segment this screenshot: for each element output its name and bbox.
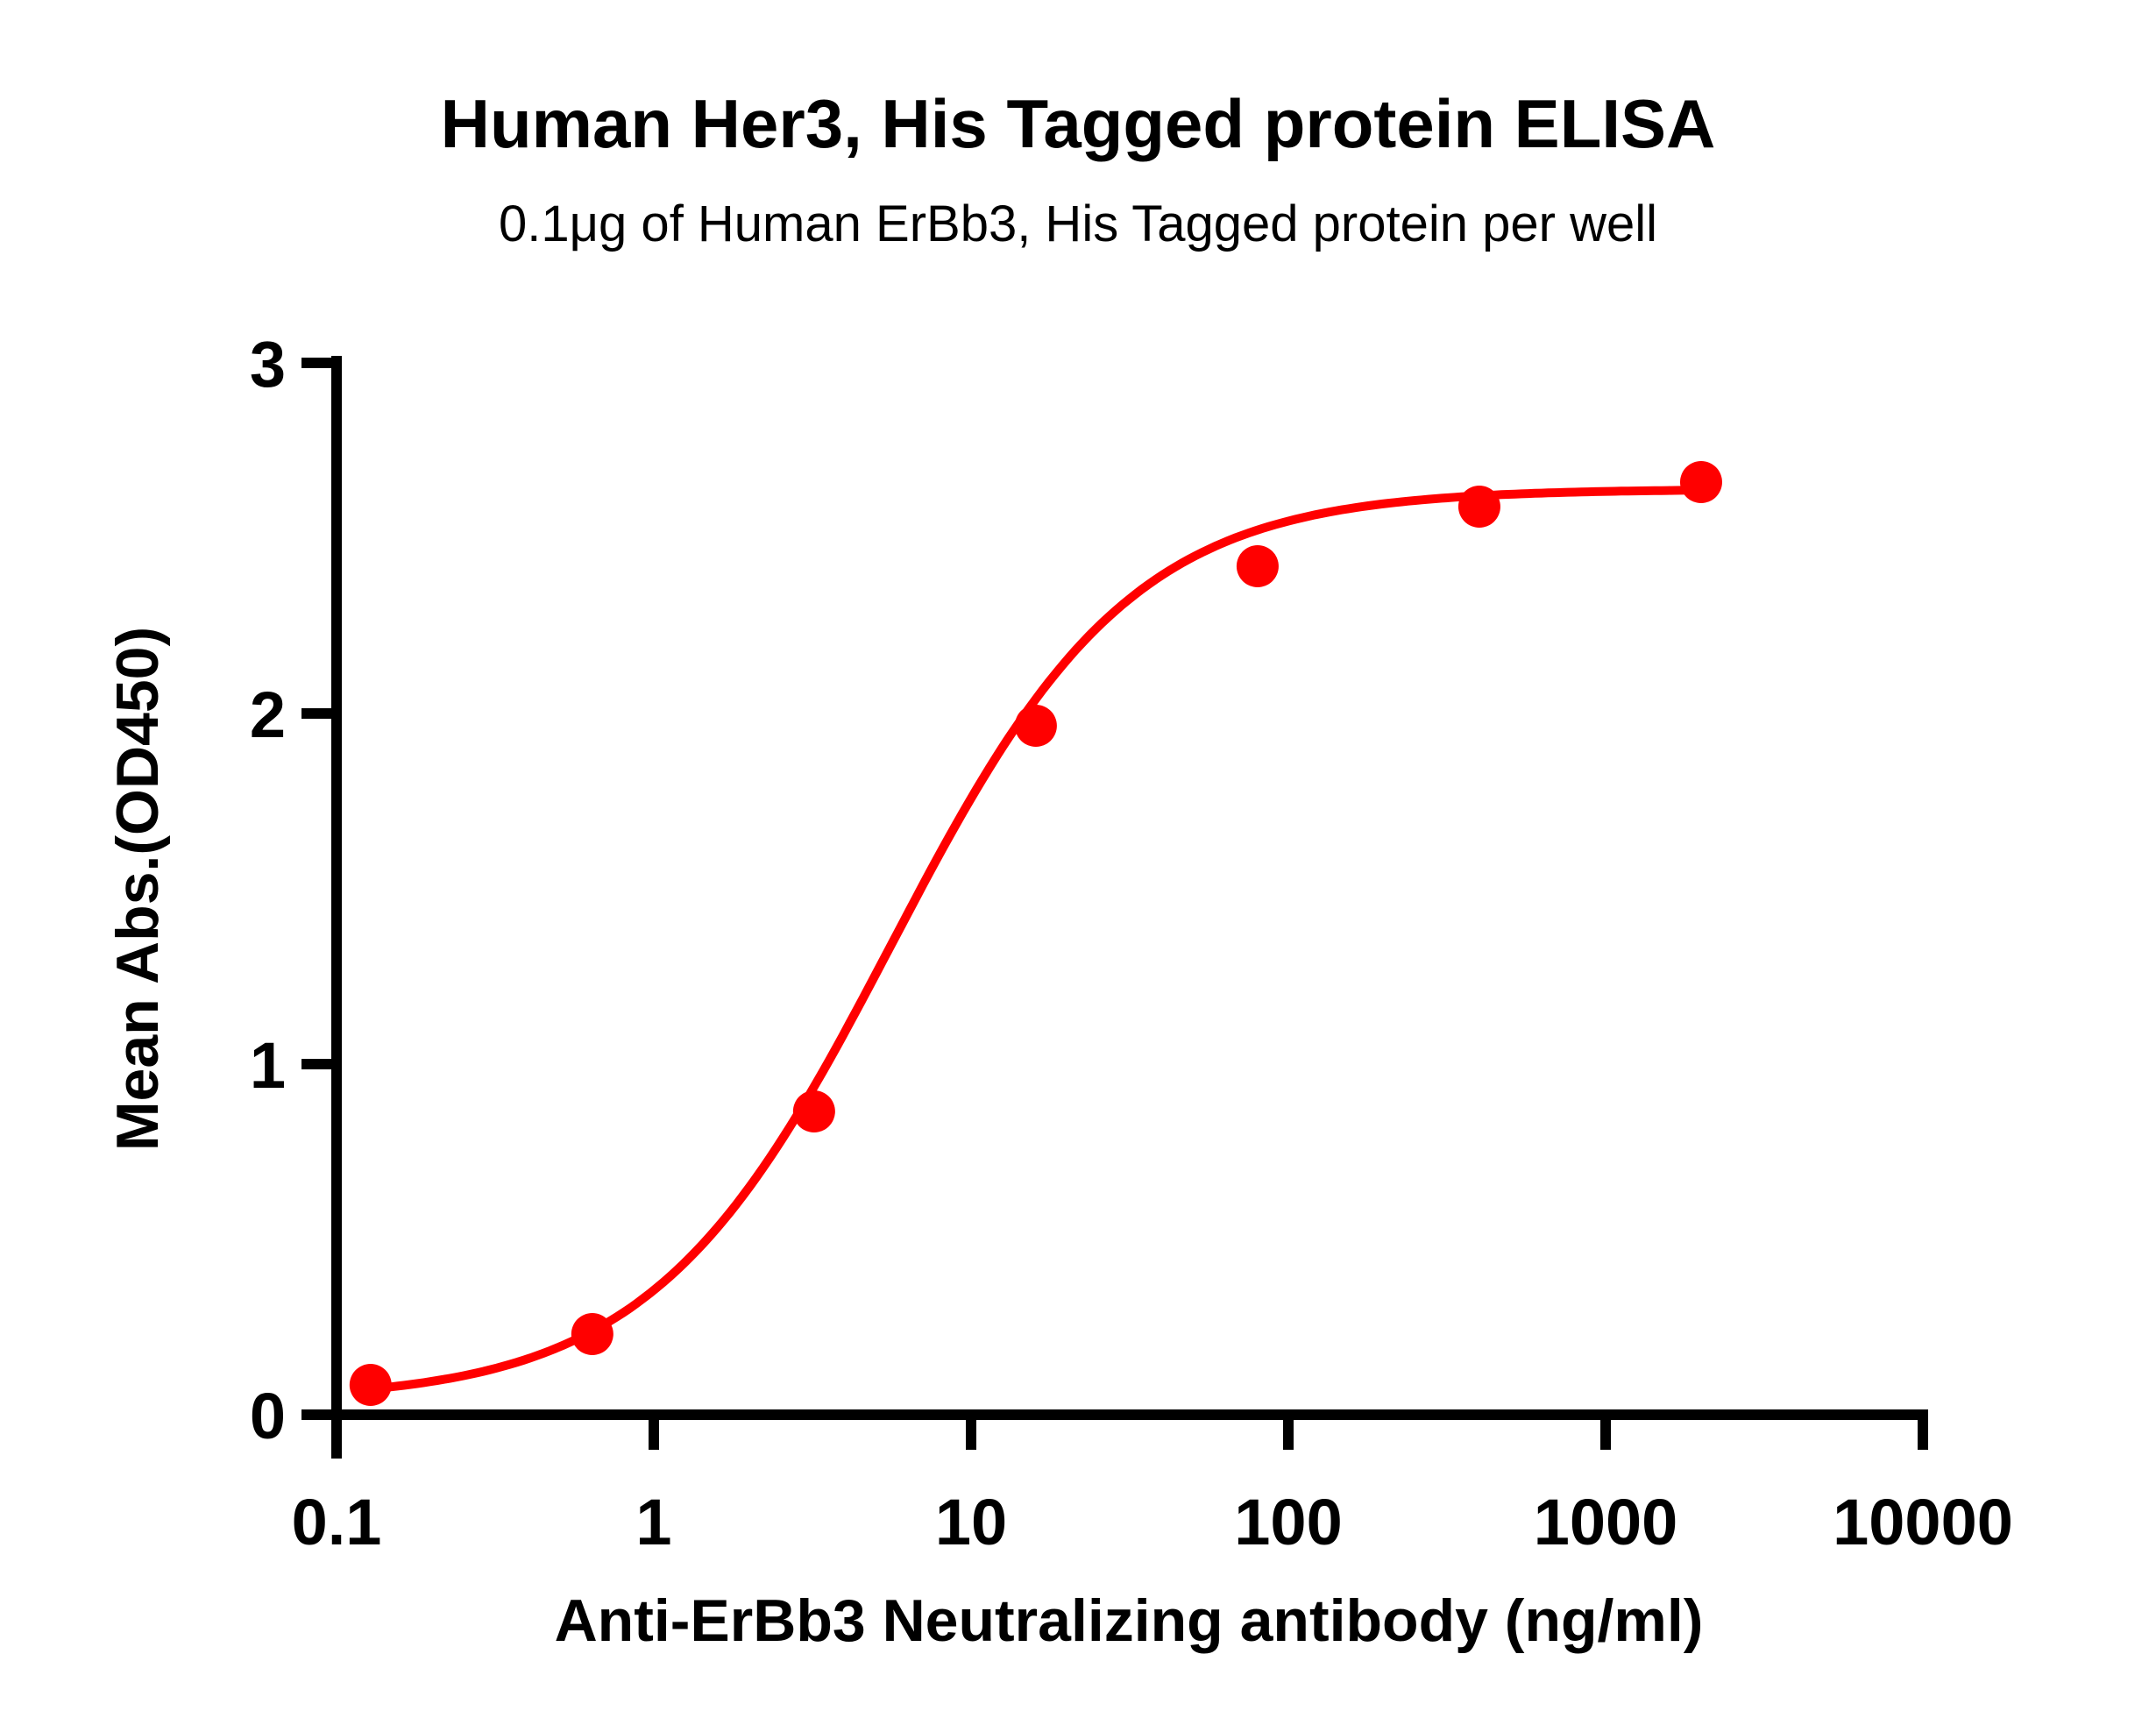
- x-tick-label: 1: [635, 1486, 671, 1558]
- chart-subtitle: 0.1μg of Human ErBb3, His Tagged protein…: [499, 195, 1657, 252]
- data-point: [792, 1090, 835, 1132]
- x-axis-label: Anti-ErBb3 Neutralizing antibody (ng/ml): [555, 1587, 1704, 1654]
- x-tick-label: 10000: [1833, 1486, 2013, 1558]
- x-axis: 0.1 1 10 100 1000 10000: [292, 1409, 2013, 1558]
- chart-title: Human Her3, His Tagged protein ELISA: [441, 85, 1716, 162]
- plot-series: [349, 461, 1722, 1406]
- data-point: [1457, 486, 1500, 528]
- y-axis-label: Mean Abs.(OD450): [104, 627, 171, 1151]
- x-tick-label: 0.1: [292, 1486, 382, 1558]
- y-tick-label: 1: [250, 1029, 286, 1102]
- x-tick-label: 10: [935, 1486, 1007, 1558]
- data-point: [1236, 545, 1279, 587]
- data-point: [349, 1364, 392, 1406]
- y-tick-label: 3: [250, 328, 286, 401]
- x-tick-label: 100: [1234, 1486, 1342, 1558]
- data-point: [1679, 461, 1722, 503]
- y-tick-label: 2: [250, 678, 286, 751]
- y-tick-label: 0: [250, 1380, 286, 1452]
- y-axis: 0 1 2 3: [250, 328, 342, 1459]
- data-point: [571, 1313, 613, 1355]
- data-point: [1014, 705, 1057, 747]
- x-tick-label: 1000: [1534, 1486, 1678, 1558]
